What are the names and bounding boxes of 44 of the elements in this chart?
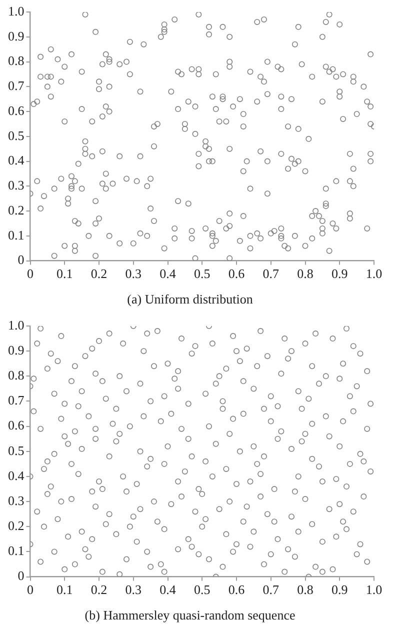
text: (a) Uniform distribution [127,292,254,307]
y-tick-label: 0 [18,568,24,584]
y-tick-label: 0 [18,252,24,268]
x-tick-label: 0.6 [228,582,246,598]
x-tick-label: 0.5 [194,266,210,282]
y-tick-label: 0.4 [8,152,25,168]
x-tick-label: 0.5 [194,582,210,598]
y-tick-label: 0.2 [8,202,24,218]
x-tick-label: 0.9 [332,582,348,598]
y-tick-label: 0.9 [8,342,24,358]
text: (b) Hammersley quasi-random sequence [84,608,296,623]
y-tick-label: 0.8 [8,368,24,383]
x-tick-label: 0.7 [262,266,280,282]
y-tick-label: 0.9 [8,28,24,44]
x-tick-label: 0.2 [90,582,108,598]
x-tick-label: 0.8 [297,582,314,598]
y-tick-label: 0.5 [8,442,24,458]
y-tick-label: 0.7 [8,78,25,94]
x-tick-label: 0.7 [262,582,280,598]
x-tick-label: 0.4 [160,266,176,282]
y-tick-label: 1.0 [8,3,24,18]
y-tick-label: 0.3 [8,178,24,193]
y-tick-label: 0.3 [8,492,24,508]
y-tick-label: 0.6 [8,418,25,433]
x-tick-label: 0.8 [297,266,314,282]
x-tick-label: 0.1 [56,266,73,282]
x-tick-label: 0.6 [228,266,246,282]
x-tick-label: 1.0 [366,266,382,282]
x-tick-label: 0.1 [56,582,73,598]
y-tick-label: 1.0 [8,317,24,332]
x-tick-label: 0.2 [90,266,108,282]
x-tick-label: 0.4 [160,582,176,598]
y-tick-label: 0.1 [8,543,24,558]
x-tick-label: 0.9 [332,266,348,282]
x-tick-label: 0.3 [125,266,142,282]
x-tick-label: 1.0 [366,582,382,598]
y-tick-label: 0.1 [8,227,24,242]
y-tick-label: 0.7 [8,392,25,408]
y-tick-label: 0.4 [8,468,25,483]
y-tick-label: 0.8 [8,53,24,68]
y-tick-label: 0.2 [8,518,24,534]
y-tick-label: 0.5 [8,128,24,143]
y-tick-label: 0.6 [8,102,25,118]
x-tick-label: 0.3 [125,582,142,598]
